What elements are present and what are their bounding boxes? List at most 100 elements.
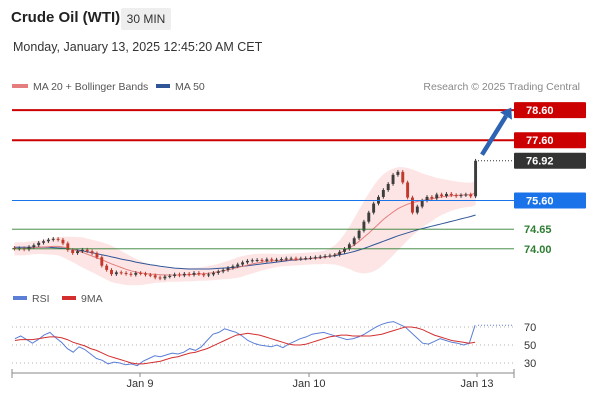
candle-body (144, 273, 147, 275)
support-label: 74.00 (524, 244, 552, 256)
resistance-label-box (514, 132, 586, 149)
candle-body (139, 272, 143, 274)
candle-body (114, 272, 118, 275)
candle-body (178, 274, 181, 276)
candle-body (294, 258, 298, 260)
candle-body (207, 274, 211, 276)
candle-body (318, 256, 322, 258)
candle-body (226, 267, 230, 270)
candle-body (168, 275, 172, 277)
candle-body (386, 183, 390, 190)
candle-body (90, 251, 94, 254)
candle-body (449, 193, 453, 196)
candle-body (260, 259, 264, 261)
candle-body (105, 265, 109, 270)
candle-body (372, 203, 376, 213)
candle-body (304, 258, 308, 260)
candle-body (352, 238, 356, 245)
candle-body (357, 230, 361, 239)
copyright-text: Research © 2025 Trading Central (423, 81, 580, 93)
candle-body (85, 249, 89, 252)
candle-body (435, 194, 439, 199)
main-plot (12, 158, 478, 286)
rsi-level-label: 30 (524, 358, 536, 370)
candle-body (221, 269, 225, 272)
resistance-label-box (514, 102, 586, 119)
x-tick-label: Jan 9 (127, 378, 154, 390)
candle-body (396, 171, 400, 175)
candle-body (440, 194, 444, 197)
candle-body (444, 193, 448, 197)
candle-body (119, 272, 123, 274)
support-label: 74.65 (524, 224, 552, 236)
candle-body (216, 271, 220, 273)
candle-body (430, 196, 434, 199)
candle-body (197, 272, 201, 275)
candle-body (202, 274, 206, 276)
candle-body (124, 272, 128, 274)
candle-body (245, 260, 249, 263)
last-label: 76.92 (526, 156, 554, 168)
candle-body (420, 200, 424, 207)
candle-body (411, 197, 414, 213)
instrument-title: Crude Oil (WTI) (11, 9, 121, 26)
candle-body (12, 247, 16, 249)
candle-body (391, 174, 395, 184)
candle-body (459, 195, 463, 197)
pivot-label-box (514, 192, 586, 209)
main-legend: MA 20 + Bollinger Bands MA 50 Research ©… (12, 81, 580, 93)
candle-body (270, 259, 274, 261)
last-label-box (514, 152, 586, 169)
candle-body (76, 251, 79, 254)
x-tick-label: Jan 13 (460, 378, 493, 390)
candle-body (71, 250, 75, 254)
candle-body (148, 274, 152, 276)
timeframe-badge[interactable]: 30 MIN (121, 8, 171, 30)
candle-body (284, 258, 288, 260)
rsi-ma-line (14, 326, 476, 365)
candle-body (381, 189, 385, 197)
candle-body (100, 257, 104, 266)
candle-body (51, 238, 55, 240)
forecast-arrow (480, 114, 508, 156)
candle-body (406, 182, 410, 198)
ma20-line (14, 192, 476, 276)
candle-body (299, 258, 303, 260)
candle-body (32, 245, 36, 247)
candle-body (158, 277, 162, 279)
candle-body (313, 257, 317, 259)
ma20-legend-label: MA 20 + Bollinger Bands (33, 81, 148, 93)
candle-body (42, 241, 46, 243)
rsi-legend-label: RSI (32, 293, 50, 305)
resistance-label: 77.60 (526, 135, 554, 147)
pivot-label: 75.60 (526, 196, 554, 208)
candle-body (454, 195, 458, 197)
candle-body (241, 262, 245, 265)
candle-body (275, 259, 279, 261)
rsi-level-label: 50 (524, 340, 536, 352)
candle-body (367, 212, 371, 222)
candle-body (236, 264, 240, 267)
candle-body (309, 257, 312, 259)
x-tick-label: Jan 10 (292, 378, 325, 390)
candle-body (46, 239, 50, 242)
candle-body (415, 206, 419, 213)
candle-body (182, 273, 186, 276)
candle-body (328, 255, 332, 257)
candle-body (255, 259, 259, 261)
candle-body (231, 266, 235, 268)
candle-body (66, 243, 70, 251)
candle-body (173, 274, 177, 276)
candle-body (265, 259, 269, 261)
resistance-label: 78.60 (526, 105, 554, 117)
candle-body (187, 273, 191, 275)
candle-body (343, 248, 346, 252)
candle-body (192, 272, 196, 275)
candle-body (474, 160, 478, 197)
time-axis: Jan 9 Jan 10 Jan 13 (11, 369, 515, 390)
candle-body (469, 194, 473, 197)
candle-body (27, 246, 31, 250)
candle-body (153, 275, 157, 278)
rsi-ma-legend-swatch (62, 296, 76, 300)
rsi-legend-swatch (13, 296, 27, 300)
